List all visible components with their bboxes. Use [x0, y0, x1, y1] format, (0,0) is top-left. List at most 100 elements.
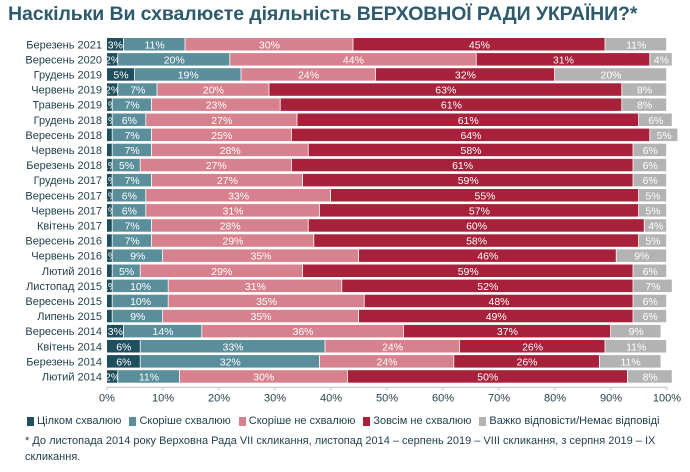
category-label: Грудень 2017 — [34, 175, 102, 187]
data-label: 28% — [220, 220, 241, 232]
data-label: 14% — [152, 326, 173, 338]
data-label: 31% — [245, 281, 266, 293]
bar-segment — [118, 83, 157, 96]
bar-segment — [314, 234, 639, 247]
category-label: Березень 2021 — [26, 39, 102, 51]
bar-segment — [107, 189, 112, 202]
legend-label: Скоріше не схвалюю — [248, 415, 356, 427]
bar-segment — [616, 249, 667, 262]
category-label: Вересень 2016 — [25, 236, 102, 248]
x-tick-label: 10% — [152, 392, 174, 404]
bar-segment — [303, 173, 633, 187]
category-label: Вересень 2017 — [25, 190, 102, 202]
bar-segment — [325, 340, 459, 353]
data-label: 37% — [497, 326, 518, 338]
bar-segment — [140, 355, 319, 368]
bar-segment — [112, 219, 151, 232]
x-tick-label: 100% — [653, 392, 681, 404]
x-tick-label: 90% — [600, 392, 622, 404]
data-label: 6% — [643, 175, 658, 187]
bar-segment — [163, 309, 359, 323]
bar-segment — [140, 340, 325, 353]
bar-segment — [107, 340, 140, 353]
data-label: 3% — [108, 326, 123, 338]
legend-swatch — [363, 416, 371, 426]
bar-segment — [633, 173, 667, 187]
data-label: 7% — [125, 130, 140, 142]
data-label: 31% — [222, 205, 243, 217]
data-label: 60% — [466, 220, 487, 232]
legend-label: Зовсім не схвалюю — [373, 415, 472, 427]
data-label: 8% — [637, 85, 652, 97]
bar-segment — [107, 143, 112, 157]
data-label: 9% — [130, 311, 145, 323]
bar-segment — [319, 355, 454, 368]
data-label: 9% — [629, 326, 644, 338]
bar-segment — [107, 68, 135, 81]
data-label: 58% — [466, 236, 487, 248]
legend-label: Цілком схвалюю — [37, 415, 122, 427]
data-label: 6% — [122, 190, 137, 202]
category-label: Квітень 2014 — [37, 341, 102, 353]
data-label: 5% — [645, 190, 660, 202]
data-label: 9% — [130, 251, 145, 263]
bar-segment — [107, 53, 118, 66]
data-label: 20% — [164, 54, 185, 66]
data-label: 64% — [460, 130, 481, 142]
bar-segment — [112, 158, 140, 172]
category-label: Листопад 2015 — [26, 281, 102, 293]
data-label: 50% — [477, 371, 498, 383]
data-label: 11% — [620, 356, 640, 368]
bar-segment — [163, 249, 359, 262]
data-label: 7% — [125, 145, 140, 157]
data-label: 61% — [452, 160, 473, 172]
bar-segment — [627, 370, 672, 383]
data-label: 23% — [206, 100, 227, 112]
data-label: 33% — [228, 190, 249, 202]
bar-segment — [202, 324, 403, 338]
data-label: 27% — [206, 160, 227, 172]
data-label: 5% — [657, 130, 672, 142]
bar-segment — [107, 279, 112, 293]
bar-segment — [118, 370, 179, 383]
data-label: 63% — [435, 85, 456, 97]
legend-item: Важко відповісти/Немає відповіді — [479, 415, 659, 427]
bar-segment — [241, 68, 375, 81]
bar-segment — [185, 38, 353, 51]
bar-segment — [107, 294, 112, 308]
data-label: 11% — [139, 371, 159, 383]
category-label: Лютий 2014 — [42, 371, 102, 383]
bar-segment — [112, 143, 151, 157]
data-label: 27% — [217, 175, 238, 187]
bar-segment — [308, 143, 633, 157]
bar-segment — [611, 324, 661, 338]
bar-segment — [633, 158, 667, 172]
data-label: 6% — [643, 145, 658, 157]
data-label: 3% — [108, 39, 123, 51]
bar-segment — [375, 68, 555, 81]
bar-segment — [157, 83, 269, 96]
legend-item: Цілком схвалюю — [27, 415, 121, 427]
x-tick-label: 20% — [208, 392, 230, 404]
bar-segment — [644, 219, 667, 232]
legend-item: Зовсім не схвалюю — [363, 415, 471, 427]
data-label: 7% — [125, 236, 140, 248]
bar-segment — [555, 68, 667, 81]
bar-segment — [353, 38, 605, 51]
bar-segment — [291, 128, 650, 142]
bar-segment — [107, 158, 112, 172]
data-label: 7% — [125, 100, 140, 112]
data-label: 6% — [116, 356, 131, 368]
bar-segment — [151, 128, 291, 142]
category-label: Червень 2019 — [31, 85, 102, 97]
bar-segment — [454, 355, 599, 368]
bar-segment — [633, 143, 667, 157]
bar-segment — [151, 143, 308, 157]
data-label: 31% — [553, 54, 574, 66]
bar-segment — [639, 113, 672, 126]
data-label: 27% — [211, 115, 232, 127]
legend-swatch — [238, 416, 246, 426]
bar-segment — [107, 83, 118, 96]
data-label: 55% — [474, 190, 495, 202]
data-label: 58% — [460, 145, 481, 157]
